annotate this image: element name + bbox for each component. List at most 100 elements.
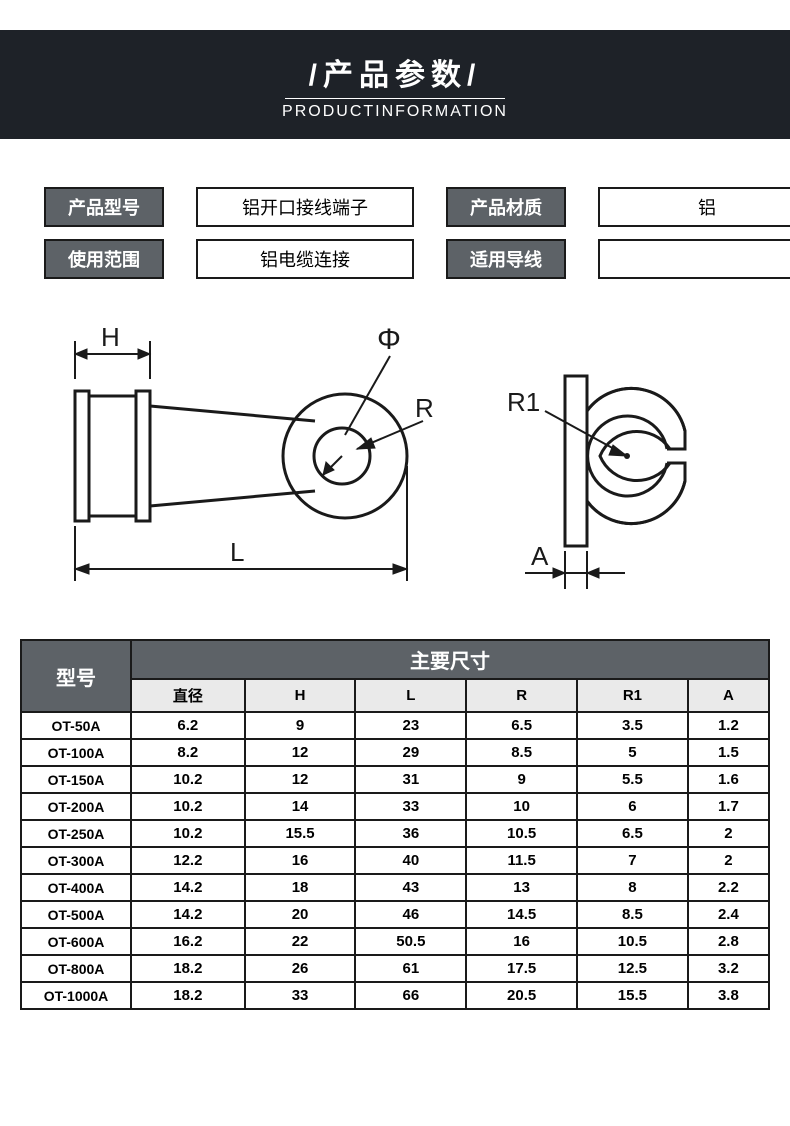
spec-col-2: L: [355, 679, 466, 712]
spec-value-cell: 15.5: [577, 982, 688, 1009]
info-grid: 产品型号 铝开口接线端子 产品材质 铝 使用范围 铝电缆连接 适用导线: [44, 187, 746, 279]
info-scope-value: 铝电缆连接: [196, 239, 414, 279]
spec-value-cell: 14.2: [131, 901, 245, 928]
spec-value-cell: 17.5: [466, 955, 577, 982]
spec-value-cell: 22: [245, 928, 356, 955]
spec-value-cell: 15.5: [245, 820, 356, 847]
spec-sub-header-row: 直径 H L R R1 A: [21, 679, 769, 712]
spec-value-cell: 2.2: [688, 874, 769, 901]
spec-value-cell: 18: [245, 874, 356, 901]
spec-value-cell: 10.2: [131, 820, 245, 847]
table-row: OT-1000A18.2336620.515.53.8: [21, 982, 769, 1009]
spec-value-cell: 12: [245, 739, 356, 766]
label-phi: Φ: [377, 323, 401, 356]
table-row: OT-150A10.2123195.51.6: [21, 766, 769, 793]
spec-value-cell: 7: [577, 847, 688, 874]
spec-value-cell: 10.2: [131, 793, 245, 820]
table-row: OT-300A12.2164011.572: [21, 847, 769, 874]
spec-group-header: 主要尺寸: [131, 640, 769, 679]
table-row: OT-800A18.2266117.512.53.2: [21, 955, 769, 982]
spec-value-cell: 10.5: [466, 820, 577, 847]
table-row: OT-100A8.212298.551.5: [21, 739, 769, 766]
spec-value-cell: 50.5: [355, 928, 466, 955]
spec-model-cell: OT-50A: [21, 712, 131, 739]
spec-value-cell: 6: [577, 793, 688, 820]
spec-model-cell: OT-800A: [21, 955, 131, 982]
spec-value-cell: 2.4: [688, 901, 769, 928]
spec-value-cell: 16: [245, 847, 356, 874]
spec-model-cell: OT-250A: [21, 820, 131, 847]
spec-model-cell: OT-1000A: [21, 982, 131, 1009]
info-model-value: 铝开口接线端子: [196, 187, 414, 227]
header-banner: /产品参数/ PRODUCTINFORMATION: [0, 30, 790, 139]
spec-col-5: A: [688, 679, 769, 712]
spec-value-cell: 9: [466, 766, 577, 793]
spec-value-cell: 6.5: [466, 712, 577, 739]
info-material-label: 产品材质: [446, 187, 566, 227]
spec-value-cell: 8.5: [466, 739, 577, 766]
spec-value-cell: 2: [688, 847, 769, 874]
spec-value-cell: 1.2: [688, 712, 769, 739]
spec-value-cell: 8.5: [577, 901, 688, 928]
spec-value-cell: 43: [355, 874, 466, 901]
spec-value-cell: 12.2: [131, 847, 245, 874]
spec-model-cell: OT-500A: [21, 901, 131, 928]
spec-value-cell: 29: [355, 739, 466, 766]
spec-value-cell: 20.5: [466, 982, 577, 1009]
spec-value-cell: 26: [245, 955, 356, 982]
spec-col-3: R: [466, 679, 577, 712]
table-row: OT-600A16.22250.51610.52.8: [21, 928, 769, 955]
spec-value-cell: 3.8: [688, 982, 769, 1009]
spec-value-cell: 33: [245, 982, 356, 1009]
spec-value-cell: 6.2: [131, 712, 245, 739]
label-A: A: [531, 541, 549, 571]
table-row: OT-50A6.29236.53.51.2: [21, 712, 769, 739]
spec-value-cell: 66: [355, 982, 466, 1009]
spec-value-cell: 33: [355, 793, 466, 820]
spec-value-cell: 20: [245, 901, 356, 928]
spec-value-cell: 14.5: [466, 901, 577, 928]
spec-table: 型号 主要尺寸 直径 H L R R1 A OT-50A6.29236.53.5…: [20, 639, 770, 1010]
spec-col-4: R1: [577, 679, 688, 712]
spec-model-header: 型号: [21, 640, 131, 712]
spec-value-cell: 3.2: [688, 955, 769, 982]
spec-value-cell: 8: [577, 874, 688, 901]
label-R: R: [415, 393, 434, 423]
info-scope-label: 使用范围: [44, 239, 164, 279]
spec-value-cell: 12.5: [577, 955, 688, 982]
info-wire-label: 适用导线: [446, 239, 566, 279]
table-row: OT-200A10.214331061.7: [21, 793, 769, 820]
spec-value-cell: 11.5: [466, 847, 577, 874]
spec-value-cell: 1.6: [688, 766, 769, 793]
spec-value-cell: 14.2: [131, 874, 245, 901]
spec-model-cell: OT-150A: [21, 766, 131, 793]
spec-value-cell: 3.5: [577, 712, 688, 739]
spec-value-cell: 8.2: [131, 739, 245, 766]
spec-value-cell: 31: [355, 766, 466, 793]
spec-value-cell: 13: [466, 874, 577, 901]
spec-value-cell: 10.2: [131, 766, 245, 793]
spec-value-cell: 1.7: [688, 793, 769, 820]
spec-value-cell: 46: [355, 901, 466, 928]
table-row: OT-500A14.2204614.58.52.4: [21, 901, 769, 928]
info-material-value: 铝: [598, 187, 790, 227]
spec-value-cell: 36: [355, 820, 466, 847]
spec-value-cell: 14: [245, 793, 356, 820]
spec-body: OT-50A6.29236.53.51.2OT-100A8.212298.551…: [21, 712, 769, 1009]
spec-value-cell: 2: [688, 820, 769, 847]
spec-value-cell: 10: [466, 793, 577, 820]
spec-value-cell: 10.5: [577, 928, 688, 955]
spec-model-cell: OT-100A: [21, 739, 131, 766]
spec-model-cell: OT-400A: [21, 874, 131, 901]
spec-value-cell: 16: [466, 928, 577, 955]
dimension-diagram: H Φ R L: [44, 321, 746, 611]
header-title-en: PRODUCTINFORMATION: [0, 103, 790, 121]
label-H: H: [101, 322, 120, 352]
spec-col-1: H: [245, 679, 356, 712]
spec-value-cell: 18.2: [131, 955, 245, 982]
spec-value-cell: 5: [577, 739, 688, 766]
spec-value-cell: 40: [355, 847, 466, 874]
table-row: OT-400A14.218431382.2: [21, 874, 769, 901]
label-R1: R1: [507, 387, 540, 417]
spec-value-cell: 2.8: [688, 928, 769, 955]
